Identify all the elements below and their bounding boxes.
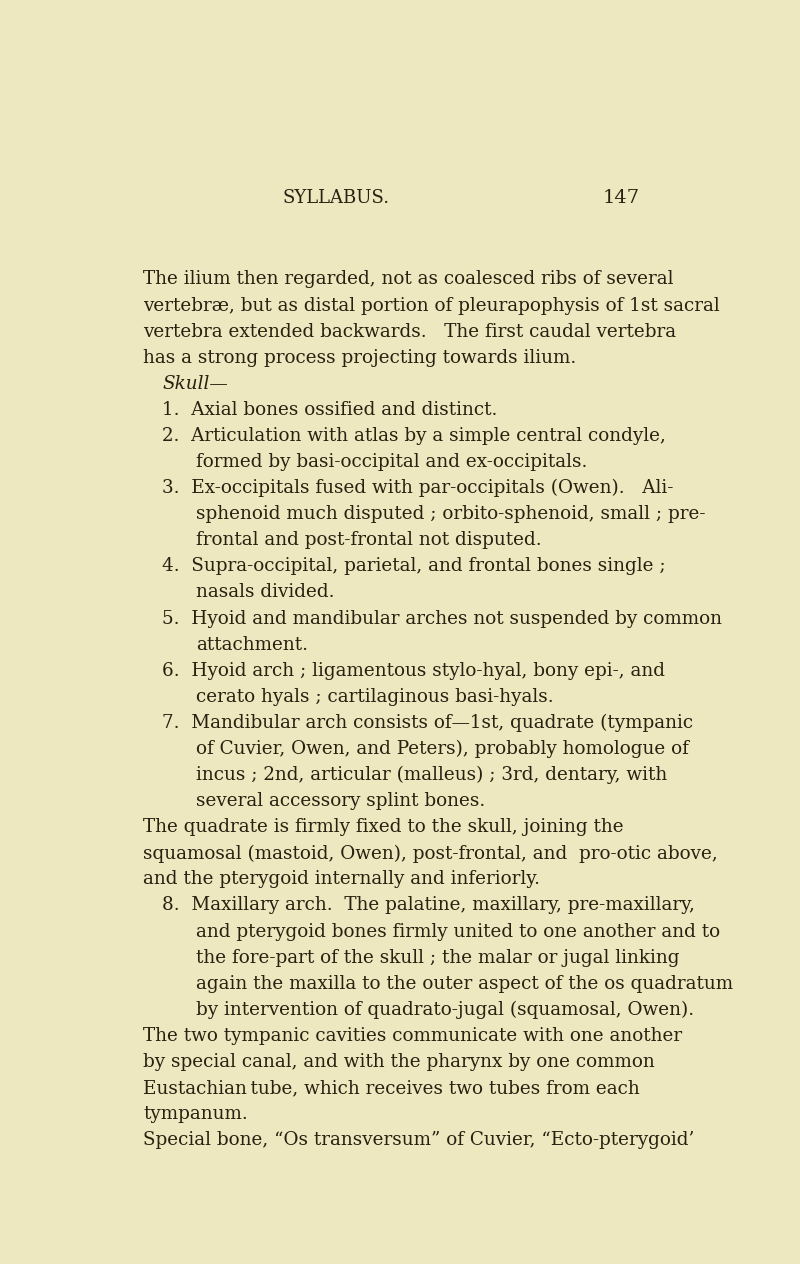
Text: frontal and post-frontal not disputed.: frontal and post-frontal not disputed. [196, 531, 542, 550]
Text: sphenoid much disputed ; orbito-sphenoid, small ; pre-: sphenoid much disputed ; orbito-sphenoid… [196, 506, 706, 523]
Text: 2.  Articulation with atlas by a simple central condyle,: 2. Articulation with atlas by a simple c… [162, 427, 666, 445]
Text: of Cuvier, Owen, and Peters), probably homologue of: of Cuvier, Owen, and Peters), probably h… [196, 739, 689, 758]
Text: tympanum.: tympanum. [143, 1105, 248, 1124]
Text: by intervention of quadrato-jugal (squamosal, Owen).: by intervention of quadrato-jugal (squam… [196, 1001, 694, 1019]
Text: and pterygoid bones firmly united to one another and to: and pterygoid bones firmly united to one… [196, 923, 720, 940]
Text: The two tympanic cavities communicate with one another: The two tympanic cavities communicate wi… [143, 1026, 682, 1045]
Text: Eustachian tube, which receives two tubes from each: Eustachian tube, which receives two tube… [143, 1079, 640, 1097]
Text: Skull—: Skull— [162, 374, 228, 393]
Text: and the pterygoid internally and inferiorly.: and the pterygoid internally and inferio… [143, 871, 541, 889]
Text: has a strong process projecting towards ilium.: has a strong process projecting towards … [143, 349, 577, 367]
Text: The quadrate is firmly fixed to the skull, joining the: The quadrate is firmly fixed to the skul… [143, 818, 624, 837]
Text: several accessory splint bones.: several accessory splint bones. [196, 793, 486, 810]
Text: nasals divided.: nasals divided. [196, 584, 334, 602]
Text: The ilium then regarded, not as coalesced ribs of several: The ilium then regarded, not as coalesce… [143, 270, 674, 288]
Text: the fore-part of the skull ; the malar or jugal linking: the fore-part of the skull ; the malar o… [196, 948, 680, 967]
Text: Special bone, “Os transversum” of Cuvier, “Ecto-pterygoid’: Special bone, “Os transversum” of Cuvier… [143, 1131, 694, 1149]
Text: cerato hyals ; cartilaginous basi-hyals.: cerato hyals ; cartilaginous basi-hyals. [196, 688, 554, 705]
Text: squamosal (mastoid, Owen), post-frontal, and  pro-otic above,: squamosal (mastoid, Owen), post-frontal,… [143, 844, 718, 862]
Text: vertebræ, but as distal portion of pleurapophysis of 1st sacral: vertebræ, but as distal portion of pleur… [143, 297, 720, 315]
Text: 147: 147 [602, 190, 639, 207]
Text: 3.  Ex-occipitals fused with par-occipitals (Owen).   Ali-: 3. Ex-occipitals fused with par-occipita… [162, 479, 674, 497]
Text: formed by basi-occipital and ex-occipitals.: formed by basi-occipital and ex-occipita… [196, 453, 587, 471]
Text: 4.  Supra-occipital, parietal, and frontal bones single ;: 4. Supra-occipital, parietal, and fronta… [162, 557, 666, 575]
Text: attachment.: attachment. [196, 636, 308, 653]
Text: again the maxilla to the outer aspect of the os quadratum: again the maxilla to the outer aspect of… [196, 975, 734, 992]
Text: vertebra extended backwards.   The first caudal vertebra: vertebra extended backwards. The first c… [143, 322, 677, 340]
Text: SYLLABUS.: SYLLABUS. [282, 190, 389, 207]
Text: by special canal, and with the pharynx by one common: by special canal, and with the pharynx b… [143, 1053, 655, 1071]
Text: 1.  Axial bones ossified and distinct.: 1. Axial bones ossified and distinct. [162, 401, 498, 418]
Text: 7.  Mandibular arch consists of—1st, quadrate (tympanic: 7. Mandibular arch consists of—1st, quad… [162, 714, 693, 732]
Text: 8.  Maxillary arch.  The palatine, maxillary, pre-maxillary,: 8. Maxillary arch. The palatine, maxilla… [162, 896, 695, 914]
Text: incus ; 2nd, articular (malleus) ; 3rd, dentary, with: incus ; 2nd, articular (malleus) ; 3rd, … [196, 766, 667, 784]
Text: 5.  Hyoid and mandibular arches not suspended by common: 5. Hyoid and mandibular arches not suspe… [162, 609, 722, 627]
Text: 6.  Hyoid arch ; ligamentous stylo-hyal, bony epi-, and: 6. Hyoid arch ; ligamentous stylo-hyal, … [162, 661, 665, 680]
